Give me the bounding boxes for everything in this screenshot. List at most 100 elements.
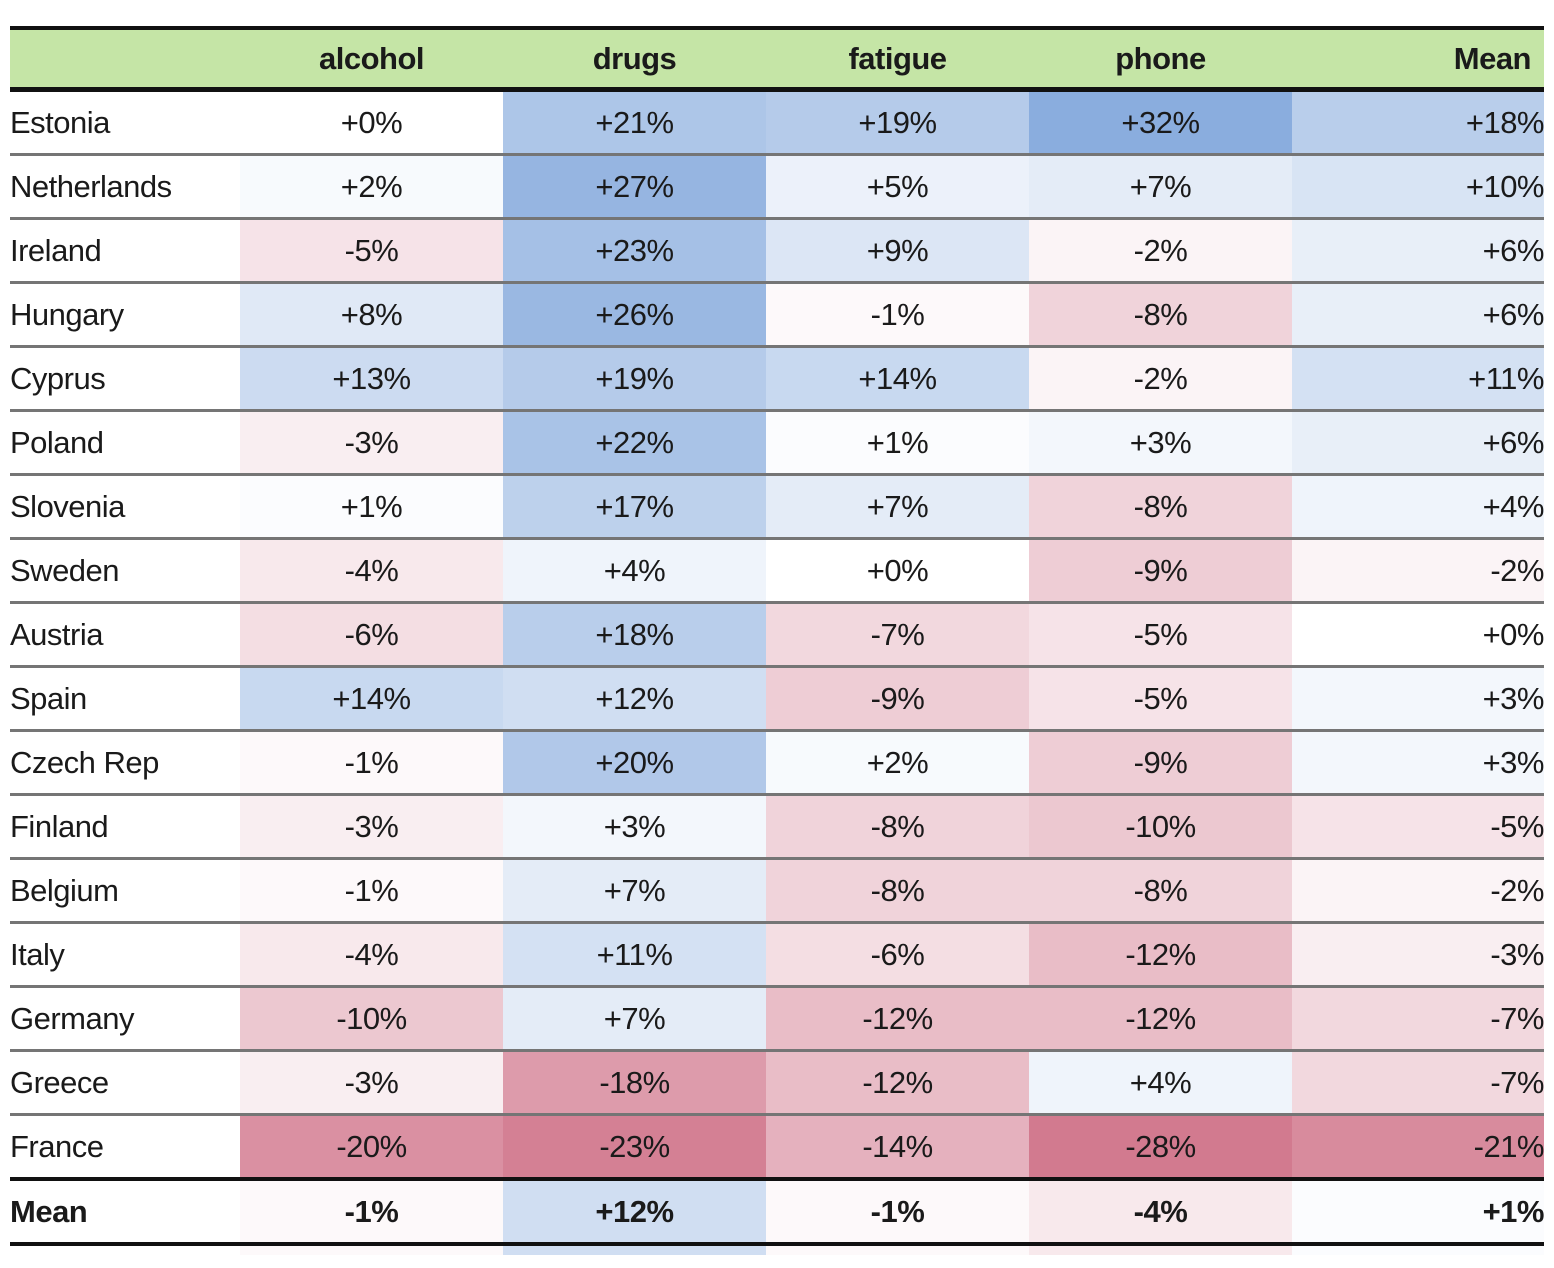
risk-factor-heatmap-table: alcohol drugs fatigue phone Mean Estonia +0% +…: [10, 26, 1544, 1255]
row-label-mean: Mean: [10, 1177, 240, 1246]
cell-czech-rep-phone: -9%: [1029, 729, 1292, 795]
cell-mean-fatigue: -1%: [766, 1177, 1029, 1246]
cell-ireland-mean: +6%: [1292, 217, 1544, 283]
cell-cyprus-phone: -2%: [1029, 345, 1292, 411]
row-label-netherlands: Netherlands: [10, 153, 240, 219]
cell-spain-phone: -5%: [1029, 665, 1292, 731]
row-label-czech-rep: Czech Rep: [10, 729, 240, 795]
col-header-phone: phone: [1029, 26, 1292, 92]
cell-netherlands-alcohol: +2%: [240, 153, 503, 219]
cell-estonia-mean: +18%: [1292, 89, 1544, 155]
cell-ireland-alcohol: -5%: [240, 217, 503, 283]
cell-belgium-alcohol: -1%: [240, 857, 503, 923]
cell-austria-alcohol: -6%: [240, 601, 503, 667]
row-label-france: France: [10, 1113, 240, 1179]
cell-czech-rep-fatigue: +2%: [766, 729, 1029, 795]
mean-rowmean: Mean -1% +12% -1% -4% +1%: [10, 1177, 1544, 1246]
row-belgium: Belgium -1% +7% -8% -8% -2%: [10, 857, 1544, 923]
cell-france-phone: -28%: [1029, 1113, 1292, 1179]
row-label-germany: Germany: [10, 985, 240, 1051]
cell-austria-drugs: +18%: [503, 601, 766, 667]
row-label-italy: Italy: [10, 921, 240, 987]
cell-spain-mean: +3%: [1292, 665, 1544, 731]
row-label-ireland: Ireland: [10, 217, 240, 283]
cell-austria-fatigue: -7%: [766, 601, 1029, 667]
cell-poland-fatigue: +1%: [766, 409, 1029, 475]
strip-spacer: [10, 1244, 240, 1255]
row-netherlands: Netherlands +2% +27% +5% +7% +10%: [10, 153, 1544, 219]
cell-italy-drugs: +11%: [503, 921, 766, 987]
cell-finland-drugs: +3%: [503, 793, 766, 859]
cell-czech-rep-drugs: +20%: [503, 729, 766, 795]
cell-spain-fatigue: -9%: [766, 665, 1029, 731]
cell-netherlands-phone: +7%: [1029, 153, 1292, 219]
row-hungary: Hungary +8% +26% -1% -8% +6%: [10, 281, 1544, 347]
cell-poland-mean: +6%: [1292, 409, 1544, 475]
cell-france-fatigue: -14%: [766, 1113, 1029, 1179]
table-header: alcohol drugs fatigue phone Mean: [10, 26, 1544, 92]
strip-segment-2: [766, 1244, 1029, 1255]
row-austria: Austria -6% +18% -7% -5% +0%: [10, 601, 1544, 667]
header-row: alcohol drugs fatigue phone Mean: [10, 26, 1544, 92]
cell-hungary-drugs: +26%: [503, 281, 766, 347]
cell-belgium-phone: -8%: [1029, 857, 1292, 923]
cell-sweden-phone: -9%: [1029, 537, 1292, 603]
table-body: Estonia +0% +21% +19% +32% +18% Netherlands +2%…: [10, 89, 1544, 1255]
row-germany: Germany -10% +7% -12% -12% -7%: [10, 985, 1544, 1051]
row-label-sweden: Sweden: [10, 537, 240, 603]
cell-italy-fatigue: -6%: [766, 921, 1029, 987]
cell-finland-alcohol: -3%: [240, 793, 503, 859]
cell-sweden-alcohol: -4%: [240, 537, 503, 603]
cell-sweden-fatigue: +0%: [766, 537, 1029, 603]
row-france: France -20% -23% -14% -28% -21%: [10, 1113, 1544, 1179]
cell-italy-phone: -12%: [1029, 921, 1292, 987]
cell-cyprus-mean: +11%: [1292, 345, 1544, 411]
cell-cyprus-fatigue: +14%: [766, 345, 1029, 411]
cell-finland-mean: -5%: [1292, 793, 1544, 859]
cell-poland-alcohol: -3%: [240, 409, 503, 475]
row-poland: Poland -3% +22% +1% +3% +6%: [10, 409, 1544, 475]
cell-france-mean: -21%: [1292, 1113, 1544, 1179]
cell-belgium-mean: -2%: [1292, 857, 1544, 923]
cell-italy-alcohol: -4%: [240, 921, 503, 987]
cell-netherlands-drugs: +27%: [503, 153, 766, 219]
cell-czech-rep-mean: +3%: [1292, 729, 1544, 795]
cell-greece-phone: +4%: [1029, 1049, 1292, 1115]
row-label-hungary: Hungary: [10, 281, 240, 347]
cell-sweden-mean: -2%: [1292, 537, 1544, 603]
row-label-poland: Poland: [10, 409, 240, 475]
row-label-austria: Austria: [10, 601, 240, 667]
row-label-spain: Spain: [10, 665, 240, 731]
cell-greece-alcohol: -3%: [240, 1049, 503, 1115]
cell-ireland-fatigue: +9%: [766, 217, 1029, 283]
cell-hungary-phone: -8%: [1029, 281, 1292, 347]
cell-estonia-fatigue: +19%: [766, 89, 1029, 155]
cell-mean-mean: +1%: [1292, 1177, 1544, 1246]
row-slovenia: Slovenia +1% +17% +7% -8% +4%: [10, 473, 1544, 539]
cell-poland-drugs: +22%: [503, 409, 766, 475]
cell-austria-mean: +0%: [1292, 601, 1544, 667]
cell-italy-mean: -3%: [1292, 921, 1544, 987]
cell-ireland-phone: -2%: [1029, 217, 1292, 283]
row-label-greece: Greece: [10, 1049, 240, 1115]
cell-austria-phone: -5%: [1029, 601, 1292, 667]
cell-spain-drugs: +12%: [503, 665, 766, 731]
cell-germany-drugs: +7%: [503, 985, 766, 1051]
strip-segment-0: [240, 1244, 503, 1255]
row-label-estonia: Estonia: [10, 89, 240, 155]
cell-slovenia-drugs: +17%: [503, 473, 766, 539]
cell-finland-fatigue: -8%: [766, 793, 1029, 859]
cell-cyprus-drugs: +19%: [503, 345, 766, 411]
col-header-fatigue: fatigue: [766, 26, 1029, 92]
cell-belgium-drugs: +7%: [503, 857, 766, 923]
row-spain: Spain +14% +12% -9% -5% +3%: [10, 665, 1544, 731]
cell-slovenia-fatigue: +7%: [766, 473, 1029, 539]
row-label-cyprus: Cyprus: [10, 345, 240, 411]
cell-greece-fatigue: -12%: [766, 1049, 1029, 1115]
row-greece: Greece -3% -18% -12% +4% -7%: [10, 1049, 1544, 1115]
row-ireland: Ireland -5% +23% +9% -2% +6%: [10, 217, 1544, 283]
col-header-mean: Mean: [1292, 26, 1544, 92]
cell-hungary-mean: +6%: [1292, 281, 1544, 347]
cell-germany-mean: -7%: [1292, 985, 1544, 1051]
